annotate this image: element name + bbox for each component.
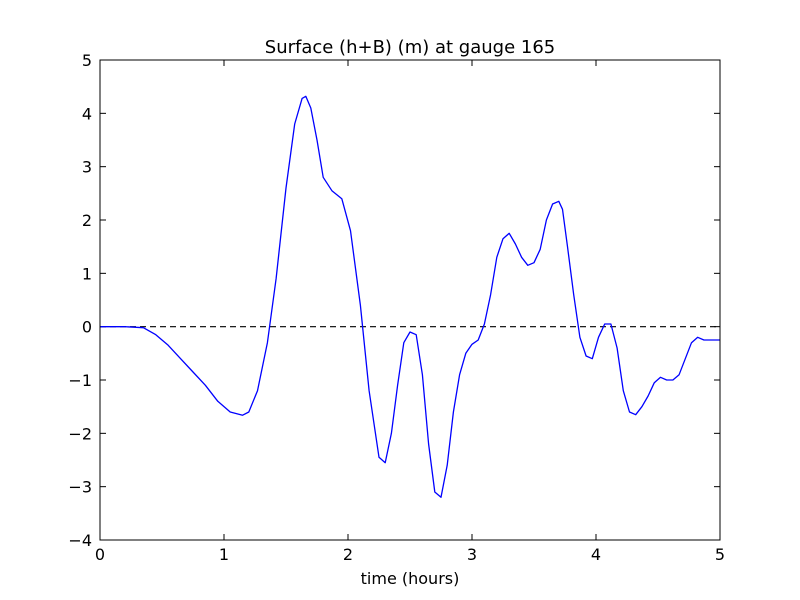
y-tick-label: 3: [82, 158, 92, 177]
y-tick-label: −2: [68, 424, 92, 443]
x-tick-label: 0: [95, 545, 105, 564]
plot-area: [100, 60, 720, 540]
x-tick-label: 1: [219, 545, 229, 564]
y-tick-label: 0: [82, 318, 92, 337]
y-tick-label: 1: [82, 264, 92, 283]
y-tick-label: 2: [82, 211, 92, 230]
y-tick-label: −1: [68, 371, 92, 390]
chart-title: Surface (h+B) (m) at gauge 165: [265, 37, 555, 58]
x-tick-label: 5: [715, 545, 725, 564]
y-tick-label: 4: [82, 104, 92, 123]
y-tick-label: −4: [68, 531, 92, 550]
x-tick-label: 4: [591, 545, 601, 564]
y-tick-label: −3: [68, 478, 92, 497]
series-line: [100, 95, 720, 498]
x-tick-label: 3: [467, 545, 477, 564]
y-tick-label: 5: [82, 51, 92, 70]
x-tick-label: 2: [343, 545, 353, 564]
x-axis-label: time (hours): [361, 569, 460, 588]
plot-frame: [99, 59, 721, 541]
